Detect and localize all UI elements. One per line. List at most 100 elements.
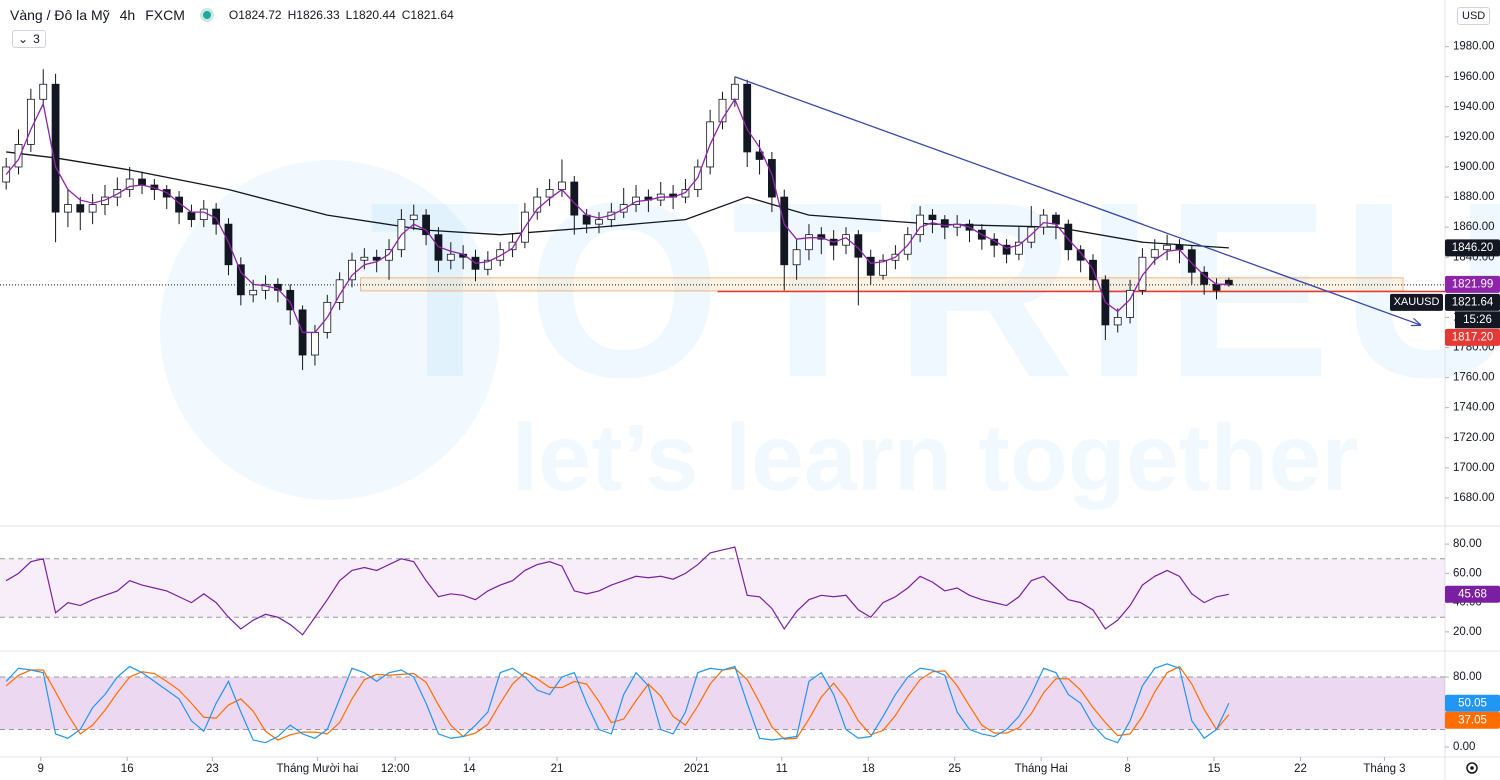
candle-body	[768, 159, 776, 198]
price-tag-label: 1821.99	[1452, 278, 1494, 290]
candle-body	[1039, 214, 1048, 228]
x-tick-label: 14	[463, 763, 476, 775]
rsi-line	[5, 546, 1229, 636]
y-tick-label: 1680.00	[1453, 492, 1495, 504]
ohlc-key: O	[228, 8, 239, 22]
stoch-k-tag-label: 50.05	[1458, 697, 1487, 709]
settings-icon[interactable]	[1466, 762, 1478, 774]
candle-body	[1064, 223, 1073, 251]
x-tick-label: 23	[206, 763, 219, 775]
candle-body	[1187, 249, 1196, 273]
candle-body	[125, 178, 134, 190]
candle-body	[1138, 256, 1147, 291]
header: Vàng / Đô la Mỹ 4h FXCM O1824.72 H1826.33…	[10, 7, 454, 23]
candle-body	[1002, 244, 1011, 255]
price-tag-label: 1821.64	[1452, 296, 1494, 308]
y-tick-label: 1960.00	[1453, 71, 1495, 83]
candle-body	[286, 289, 295, 311]
symbol-title[interactable]: Vàng / Đô la Mỹ	[10, 7, 110, 23]
y-tick-label: 80.00	[1453, 671, 1482, 683]
y-tick-label: 1720.00	[1453, 432, 1495, 444]
candle-body	[51, 83, 60, 213]
candle-body	[730, 83, 739, 100]
market-status	[202, 11, 211, 19]
currency-button[interactable]: USD	[1457, 7, 1491, 25]
x-tick-label: 15	[1208, 763, 1221, 775]
candle-body	[14, 144, 23, 168]
candle-body	[1113, 317, 1122, 326]
x-tick-label: 8	[1124, 763, 1130, 775]
candle-body	[446, 253, 455, 261]
candle-body	[508, 241, 517, 251]
settings-hub[interactable]	[1470, 766, 1474, 770]
candle-body	[1126, 289, 1134, 318]
countdown-tag	[1455, 311, 1500, 329]
candle-body	[743, 83, 752, 153]
candle-body	[582, 214, 591, 225]
y-tick-label: 1920.00	[1453, 131, 1495, 143]
indicators-toggle[interactable]: ⌄ 3	[12, 30, 46, 48]
symbol-tag-label: XAUUSD	[1394, 296, 1440, 308]
x-tick-label: 2021	[684, 763, 710, 775]
candle-body	[372, 256, 381, 261]
y-tick-label: 1940.00	[1453, 101, 1495, 113]
y-tick-label: 60.00	[1453, 567, 1482, 579]
settings-gear[interactable]	[1466, 762, 1478, 774]
y-tick-label: 0.00	[1453, 741, 1475, 753]
trendline	[734, 76, 1420, 325]
price-tag-label: 1846.20	[1452, 242, 1494, 254]
y-tick-label: 1700.00	[1453, 462, 1495, 474]
candle-body	[1163, 244, 1172, 251]
candle-body	[76, 204, 85, 213]
y-tick-label: 1900.00	[1453, 161, 1495, 173]
candle-body	[792, 249, 801, 266]
x-tick-label: Tháng 3	[1363, 763, 1405, 775]
candle-body	[558, 181, 566, 190]
candle-body	[360, 256, 369, 261]
stoch-k-tag	[1445, 694, 1500, 712]
candle-body	[817, 234, 826, 240]
candle-body	[866, 256, 875, 276]
ohlc-key: C	[401, 8, 411, 22]
chevron: ⌄	[18, 32, 29, 46]
candle-body	[64, 204, 72, 213]
ohlc-value: 1821.64	[410, 8, 454, 22]
candle-body	[780, 196, 789, 266]
y-tick-label: 1980.00	[1453, 41, 1495, 53]
ohlc: O1824.72 H1826.33 L1820.44 C1821.64	[229, 8, 454, 22]
candle-body	[199, 208, 208, 221]
ohlc-item: O1824.72	[229, 8, 282, 22]
candle-body	[335, 279, 344, 303]
y-tick-label: 80.00	[1453, 538, 1482, 550]
stoch-d-tag	[1445, 711, 1500, 729]
candle-body	[928, 214, 937, 221]
ohlc-key: H	[287, 8, 297, 22]
candle-body	[422, 214, 430, 236]
x-tick-label: 12:00	[381, 763, 410, 775]
stoch-k-line	[5, 663, 1230, 744]
stoch-band	[0, 677, 1445, 730]
x-tick-label: 21	[551, 763, 564, 775]
indicators-count: 3	[33, 32, 40, 46]
candle-body	[26, 98, 35, 145]
ema-line	[5, 97, 1229, 334]
rsi-band	[0, 558, 1445, 618]
candle-body	[1200, 271, 1209, 285]
candle-body	[483, 259, 492, 270]
interval[interactable]: 4h	[119, 7, 136, 23]
source: FXCM	[145, 7, 185, 23]
candle-body	[1015, 241, 1023, 255]
candle-body	[1175, 244, 1184, 251]
candle-body	[311, 332, 319, 356]
candle-body	[236, 264, 245, 296]
candle-body	[718, 98, 727, 123]
candle-body	[138, 178, 146, 186]
y-tick-label: 1760.00	[1453, 372, 1495, 384]
x-tick-label: 11	[776, 763, 788, 775]
price-tag-label: 1817.20	[1452, 331, 1494, 343]
watermark-title: TOTRIEU	[369, 150, 1500, 429]
candle-body	[805, 234, 813, 251]
candle-body	[916, 214, 925, 236]
ohlc-key: L	[345, 8, 353, 22]
